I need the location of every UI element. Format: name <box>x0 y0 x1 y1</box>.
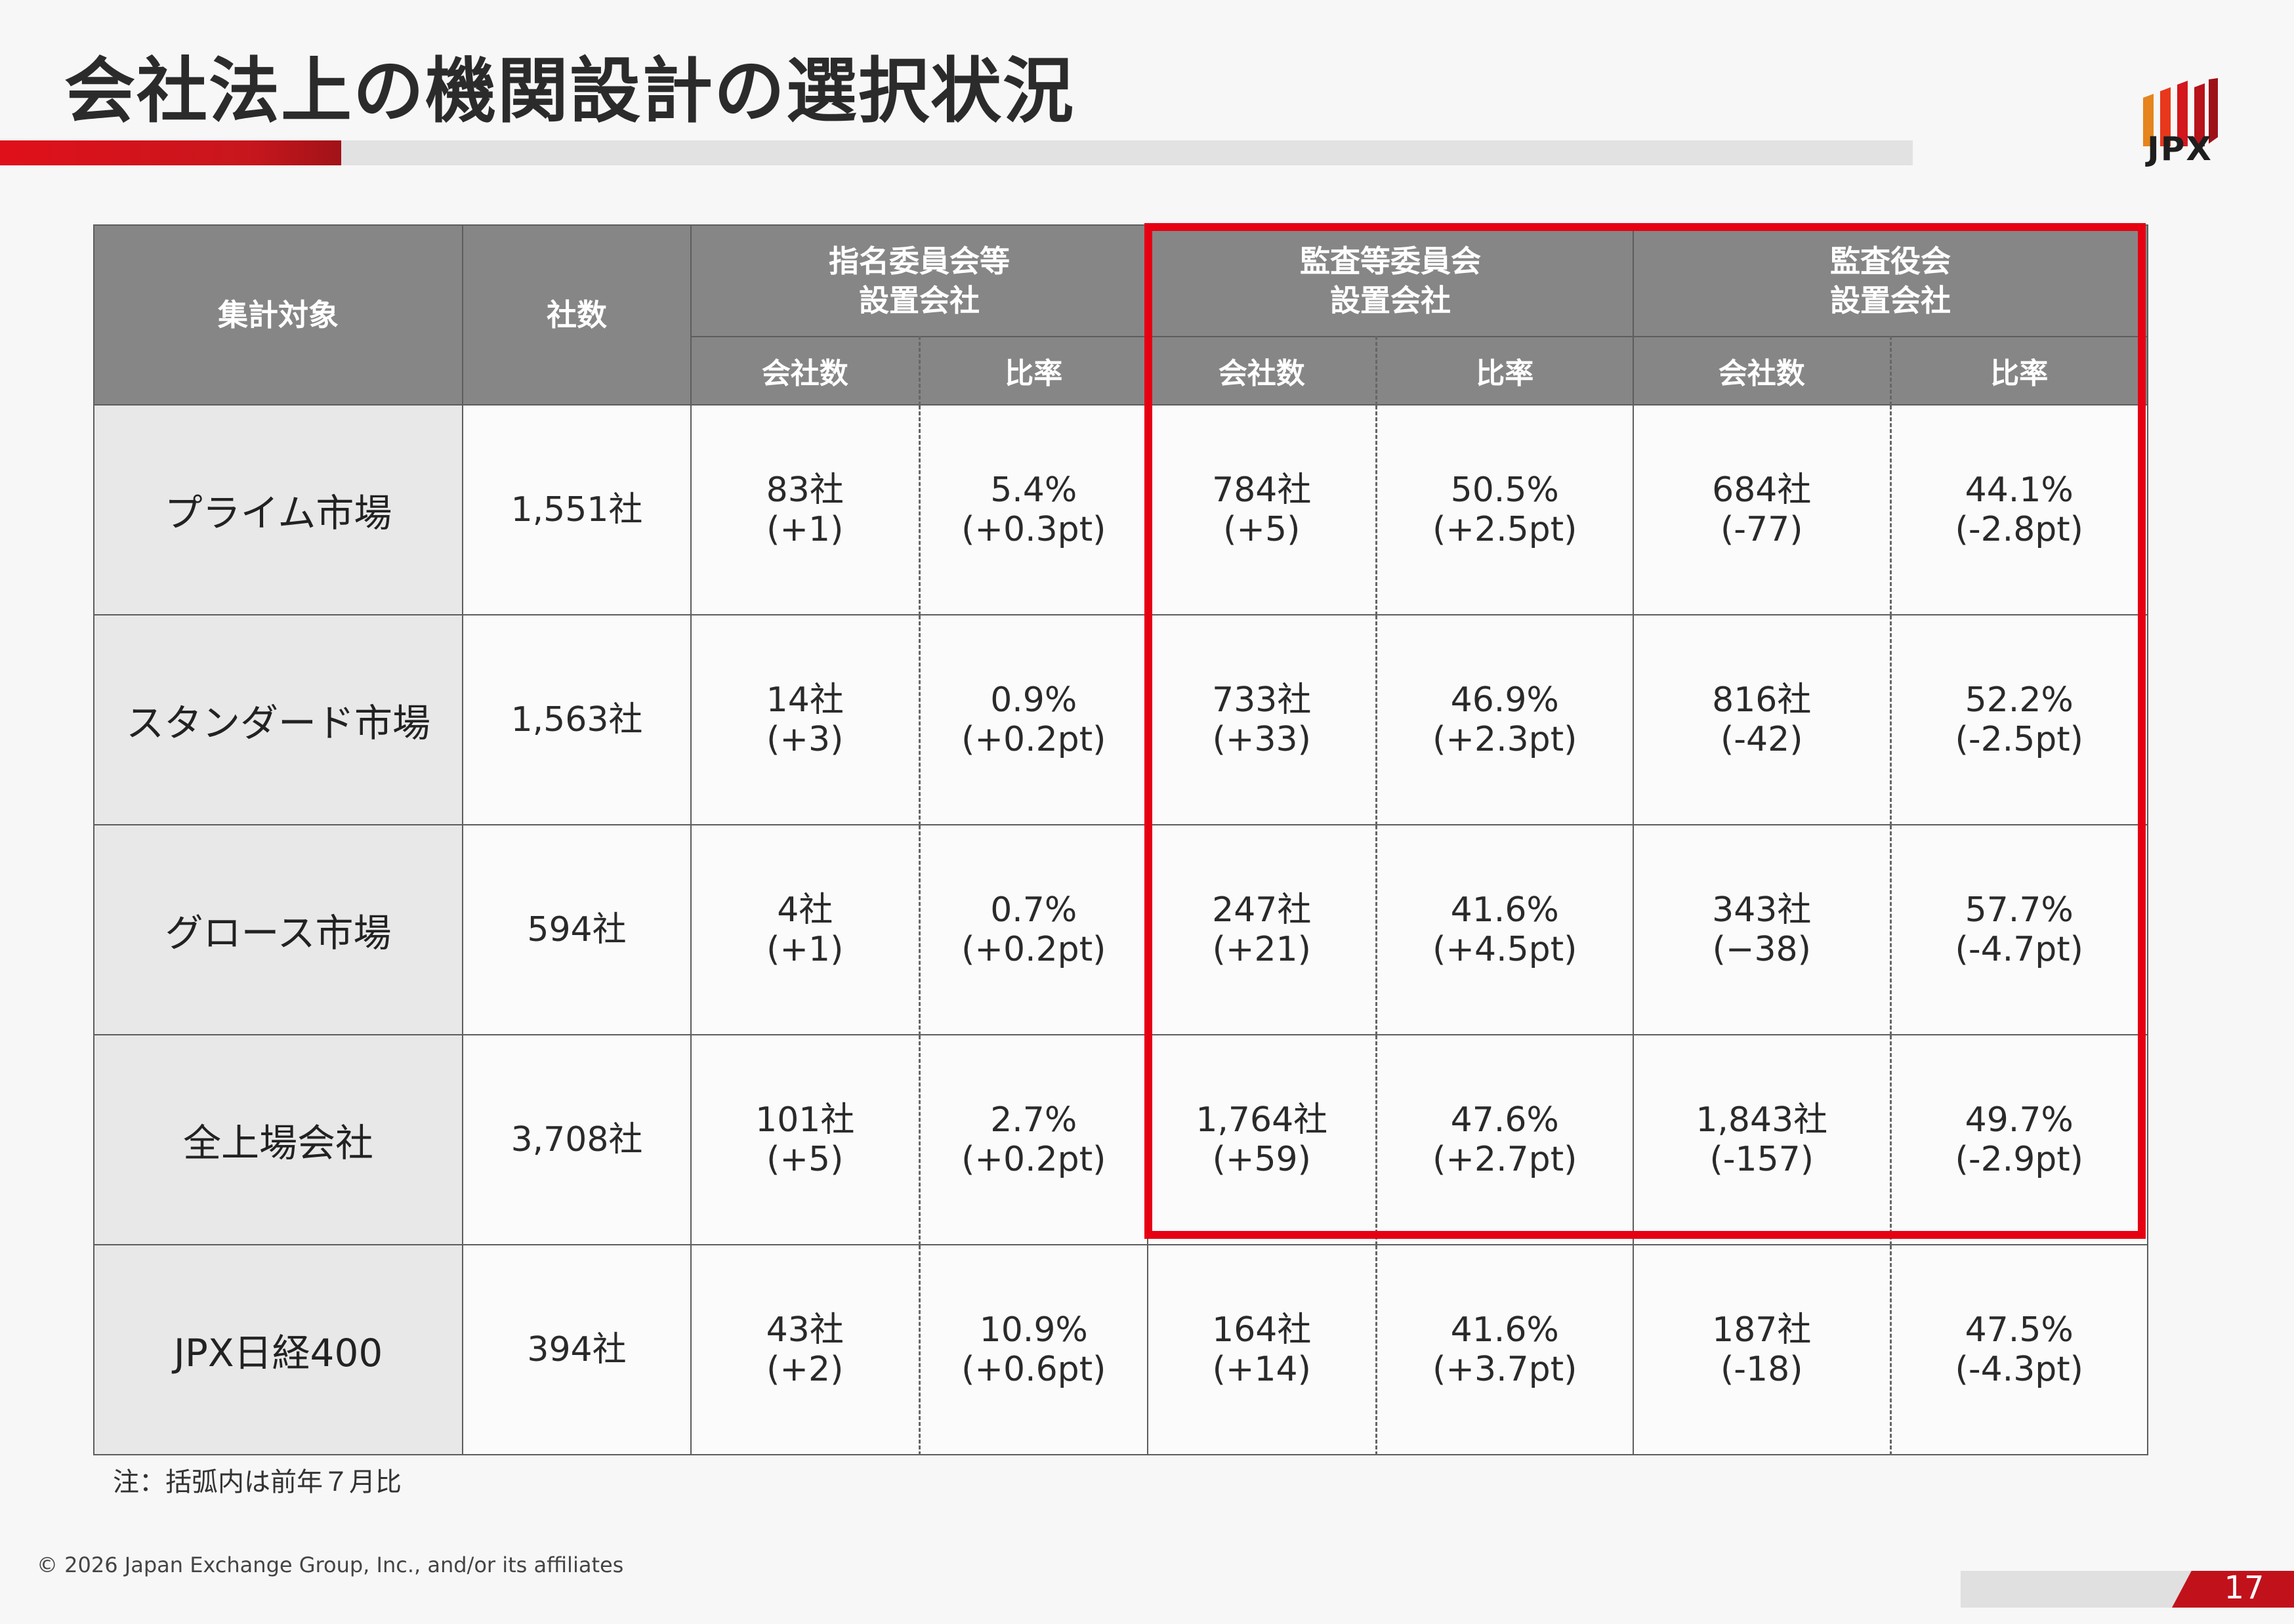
nomination-count: 4社 (+1) <box>690 824 921 1035</box>
kansayaku-count: 816社 (-42) <box>1633 614 1892 825</box>
title-underline-gray <box>341 140 1913 165</box>
audit-committee-ratio: 41.6% (+3.7pt) <box>1375 1244 1634 1455</box>
audit-committee-count: 733社 (+33) <box>1147 614 1377 825</box>
subheader-count: 会社数 <box>690 336 921 406</box>
header-nomination: 指名委員会等 設置会社 <box>690 224 1148 337</box>
table-row: スタンダード市場 1,563社 14社 (+3) 0.9% (+0.2pt) 7… <box>93 614 2148 825</box>
page-number: 17 <box>2224 1570 2264 1606</box>
kansayaku-ratio: 44.1% (-2.8pt) <box>1889 404 2148 615</box>
audit-committee-ratio: 47.6% (+2.7pt) <box>1375 1034 1634 1245</box>
row-label: 全上場会社 <box>93 1034 463 1245</box>
table-note: 注：括弧内は前年７月比 <box>113 1467 402 1497</box>
kansayaku-ratio: 49.7% (-2.9pt) <box>1889 1034 2148 1245</box>
kansayaku-ratio: 57.7% (-4.7pt) <box>1889 824 2148 1035</box>
row-label: グロース市場 <box>93 824 463 1035</box>
governance-structure-table: 集計対象 社数 指名委員会等 設置会社 監査等委員会 設置会社 監査役会 設置会… <box>93 224 2148 1455</box>
audit-committee-ratio: 46.9% (+2.3pt) <box>1375 614 1634 825</box>
kansayaku-count: 1,843社 (-157) <box>1633 1034 1892 1245</box>
audit-committee-ratio: 50.5% (+2.5pt) <box>1375 404 1634 615</box>
nomination-ratio: 0.7% (+0.2pt) <box>918 824 1148 1035</box>
kansayaku-count: 187社 (-18) <box>1633 1244 1892 1455</box>
subheader-count: 会社数 <box>1633 336 1892 406</box>
copyright-text: © 2026 Japan Exchange Group, Inc., and/o… <box>37 1552 624 1577</box>
header-audit-committee: 監査等委員会 設置会社 <box>1147 224 1634 337</box>
title-underline-red <box>0 140 354 165</box>
subheader-ratio: 比率 <box>1889 336 2148 406</box>
total-count: 3,708社 <box>462 1034 692 1245</box>
nomination-ratio: 5.4% (+0.3pt) <box>918 404 1148 615</box>
page-number-tab <box>2172 1571 2294 1608</box>
nomination-count: 83社 (+1) <box>690 404 921 615</box>
subheader-ratio: 比率 <box>1375 336 1634 406</box>
row-label: スタンダード市場 <box>93 614 463 825</box>
nomination-ratio: 0.9% (+0.2pt) <box>918 614 1148 825</box>
kansayaku-ratio: 52.2% (-2.5pt) <box>1889 614 2148 825</box>
table-row: JPX日経400 394社 43社 (+2) 10.9% (+0.6pt) 16… <box>93 1244 2148 1455</box>
row-label: プライム市場 <box>93 404 463 615</box>
total-count: 394社 <box>462 1244 692 1455</box>
subheader-ratio: 比率 <box>918 336 1148 406</box>
page-title: 会社法上の機関設計の選択状況 <box>64 51 1075 133</box>
nomination-ratio: 2.7% (+0.2pt) <box>918 1034 1148 1245</box>
nomination-ratio: 10.9% (+0.6pt) <box>918 1244 1148 1455</box>
audit-committee-count: 784社 (+5) <box>1147 404 1377 615</box>
table-row: 全上場会社 3,708社 101社 (+5) 2.7% (+0.2pt) 1,7… <box>93 1034 2148 1245</box>
table-row: プライム市場 1,551社 83社 (+1) 5.4% (+0.3pt) 784… <box>93 404 2148 615</box>
audit-committee-count: 247社 (+21) <box>1147 824 1377 1035</box>
jpx-logo-icon <box>2143 78 2218 146</box>
nomination-count: 43社 (+2) <box>690 1244 921 1455</box>
audit-committee-count: 1,764社 (+59) <box>1147 1034 1377 1245</box>
total-count: 1,563社 <box>462 614 692 825</box>
header-companies: 社数 <box>462 224 692 406</box>
kansayaku-count: 684社 (-77) <box>1633 404 1892 615</box>
nomination-count: 101社 (+5) <box>690 1034 921 1245</box>
total-count: 1,551社 <box>462 404 692 615</box>
kansayaku-ratio: 47.5% (-4.3pt) <box>1889 1244 2148 1455</box>
kansayaku-count: 343社 (−38) <box>1633 824 1892 1035</box>
audit-committee-ratio: 41.6% (+4.5pt) <box>1375 824 1634 1035</box>
nomination-count: 14社 (+3) <box>690 614 921 825</box>
header-target: 集計対象 <box>93 224 463 406</box>
subheader-count: 会社数 <box>1147 336 1377 406</box>
total-count: 594社 <box>462 824 692 1035</box>
header-kansayaku: 監査役会 設置会社 <box>1633 224 2148 337</box>
table-row: グロース市場 594社 4社 (+1) 0.7% (+0.2pt) 247社 (… <box>93 824 2148 1035</box>
row-label: JPX日経400 <box>93 1244 463 1455</box>
audit-committee-count: 164社 (+14) <box>1147 1244 1377 1455</box>
logo-text: JPX <box>2147 130 2213 168</box>
